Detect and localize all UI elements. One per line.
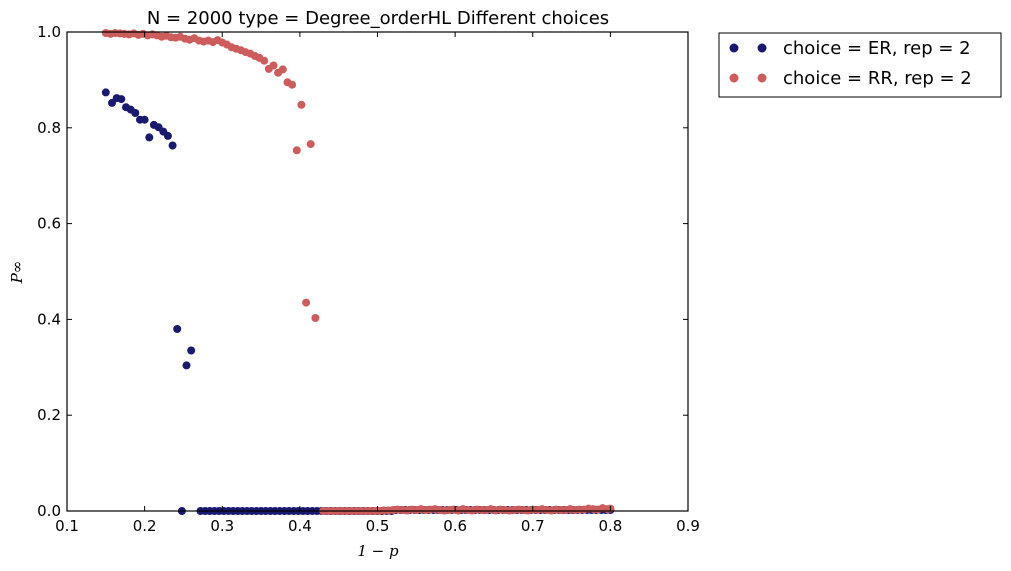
x-tick-label: 0.3 — [210, 517, 234, 535]
data-point-rr — [297, 100, 306, 109]
data-point-rr — [292, 146, 301, 155]
data-point-er — [140, 115, 149, 124]
legend-label-er: choice = ER, rep = 2 — [783, 38, 971, 59]
y-tick-label: 0.2 — [37, 406, 61, 424]
legend-box — [718, 32, 1002, 98]
data-point-rr — [302, 298, 311, 307]
x-tick-label: 0.1 — [55, 517, 79, 535]
legend: choice = ER, rep = 2 choice = RR, rep = … — [718, 32, 1002, 98]
x-tick-label: 0.6 — [443, 517, 467, 535]
y-axis-ticks: 0.0 0.2 0.4 0.6 0.8 1.0 — [37, 23, 688, 520]
data-point-er — [182, 361, 191, 370]
data-point-rr — [260, 56, 269, 65]
data-point-er — [163, 131, 172, 140]
x-axis-ticks: 0.1 0.2 0.3 0.4 0.5 0.6 0.7 0.8 0.9 — [55, 32, 700, 535]
x-tick-label: 0.2 — [133, 517, 157, 535]
legend-marker-rr — [757, 73, 767, 83]
x-tick-label: 0.7 — [521, 517, 545, 535]
x-tick-label: 0.4 — [288, 517, 312, 535]
legend-marker-rr — [729, 73, 739, 83]
data-point-er — [168, 141, 177, 150]
data-point-er — [117, 95, 126, 104]
y-tick-label: 0.0 — [37, 502, 61, 520]
x-axis-label: 1 − p — [357, 542, 399, 560]
y-tick-label: 0.4 — [37, 310, 61, 328]
x-tick-label: 0.5 — [366, 517, 390, 535]
y-tick-label: 1.0 — [37, 23, 61, 41]
x-tick-label: 0.9 — [676, 517, 700, 535]
legend-marker-er — [757, 43, 767, 53]
data-point-er — [187, 346, 196, 355]
data-point-er — [173, 325, 182, 333]
y-tick-label: 0.8 — [37, 119, 61, 137]
data-point-rr — [288, 80, 297, 89]
data-point-er — [101, 88, 110, 97]
data-point-rr — [306, 140, 315, 149]
y-axis-label: P∞ — [8, 261, 26, 285]
data-point-rr — [278, 65, 287, 74]
data-point-rr — [269, 61, 278, 70]
data-point-er — [131, 109, 140, 117]
data-point-er — [145, 133, 154, 142]
data-point-rr — [311, 314, 320, 322]
legend-marker-er — [729, 43, 739, 53]
plot-frame — [66, 31, 689, 512]
x-tick-label: 0.8 — [598, 517, 622, 535]
y-tick-label: 0.6 — [37, 215, 61, 233]
legend-label-rr: choice = RR, rep = 2 — [783, 68, 972, 89]
chart-title: N = 2000 type = Degree_orderHL Different… — [147, 8, 609, 29]
points-layer — [101, 29, 615, 515]
